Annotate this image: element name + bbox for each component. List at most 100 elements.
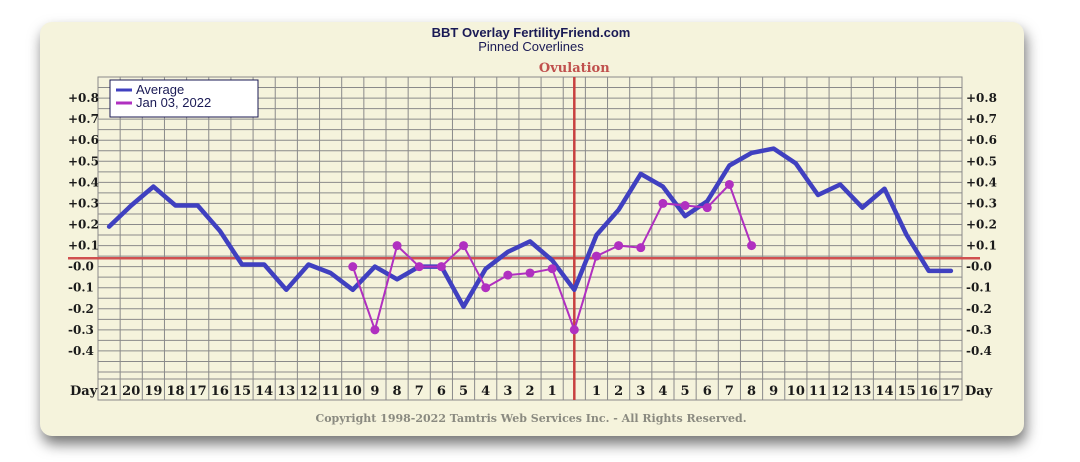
y-tick-right: +0.2 xyxy=(966,218,997,232)
y-tick-left: +0.3 xyxy=(68,196,99,210)
legend-box xyxy=(109,79,259,118)
y-tick-right: -0.4 xyxy=(966,344,992,358)
bbt-overlay-chart: BBT Overlay FertilityFriend.com Pinned C… xyxy=(68,25,997,425)
y-tick-left: +0.1 xyxy=(68,239,99,253)
data-point-jan-03-2022 xyxy=(503,270,513,280)
x-tick-label: 9 xyxy=(370,384,379,399)
x-tick-label: 9 xyxy=(769,384,778,399)
y-tick-right: -0.2 xyxy=(966,302,992,316)
x-tick-label: 16 xyxy=(920,384,938,399)
x-tick-label: 17 xyxy=(189,384,207,399)
x-tick-label: 14 xyxy=(255,384,273,399)
data-point-jan-03-2022 xyxy=(348,262,358,272)
x-tick-label: 4 xyxy=(481,384,490,399)
x-tick-label: 3 xyxy=(636,384,645,399)
y-tick-right: -0.1 xyxy=(966,281,992,295)
y-tick-left: -0.1 xyxy=(68,281,94,295)
x-tick-label: 5 xyxy=(459,384,468,399)
x-tick-label: 18 xyxy=(166,384,184,399)
copyright-notice: Copyright 1998-2022 Tamtris Web Services… xyxy=(315,412,746,425)
plot-frame xyxy=(97,76,963,401)
ovulation-label: Ovulation xyxy=(539,61,610,76)
y-tick-left: -0.4 xyxy=(68,344,94,358)
y-tick-left: +0.6 xyxy=(68,133,99,147)
x-tick-label: 3 xyxy=(503,384,512,399)
data-point-jan-03-2022 xyxy=(547,264,557,274)
data-point-jan-03-2022 xyxy=(481,283,491,293)
y-tick-right: +0.4 xyxy=(966,175,997,189)
x-axis-header-right: Day xyxy=(965,384,993,399)
data-point-jan-03-2022 xyxy=(525,268,535,278)
y-tick-right: +0.1 xyxy=(966,239,997,253)
x-axis-header-left: Day xyxy=(70,384,98,399)
y-tick-right: -0.3 xyxy=(966,323,992,337)
data-point-jan-03-2022 xyxy=(636,243,646,253)
grid xyxy=(97,76,963,401)
legend: Average Jan 03, 2022 xyxy=(109,79,259,118)
chart-title: BBT Overlay FertilityFriend.com xyxy=(432,25,631,40)
x-tick-label: 1 xyxy=(592,384,601,399)
data-point-jan-03-2022 xyxy=(414,262,424,272)
data-point-jan-03-2022 xyxy=(702,203,712,213)
x-tick-label: 5 xyxy=(681,384,690,399)
x-tick-label: 2 xyxy=(614,384,623,399)
y-tick-left: +0.5 xyxy=(68,154,99,168)
x-tick-label: 15 xyxy=(233,384,251,399)
y-tick-left: -0.2 xyxy=(68,302,94,316)
data-point-jan-03-2022 xyxy=(459,241,469,251)
data-point-jan-03-2022 xyxy=(724,179,734,189)
data-point-jan-03-2022 xyxy=(658,198,668,208)
x-tick-label: 19 xyxy=(144,384,162,399)
y-tick-right: +0.5 xyxy=(966,154,997,168)
y-tick-left: +0.7 xyxy=(68,112,99,126)
data-point-jan-03-2022 xyxy=(569,325,579,335)
x-tick-label: 21 xyxy=(100,384,118,399)
legend-label-jan-03-2022: Jan 03, 2022 xyxy=(136,95,211,110)
x-tick-label: 12 xyxy=(299,384,317,399)
y-tick-left: +0.8 xyxy=(68,91,99,105)
x-tick-label: 8 xyxy=(393,384,402,399)
x-tick-label: 13 xyxy=(277,384,295,399)
legend-label-average: Average xyxy=(136,82,184,97)
data-point-jan-03-2022 xyxy=(614,241,624,251)
y-tick-right: -0.0 xyxy=(966,260,992,274)
y-tick-right: +0.3 xyxy=(966,196,997,210)
chart-card: BBT Overlay FertilityFriend.com Pinned C… xyxy=(40,22,1024,436)
x-tick-label: 7 xyxy=(725,384,734,399)
x-tick-label: 15 xyxy=(898,384,916,399)
data-point-jan-03-2022 xyxy=(680,201,690,211)
x-tick-label: 11 xyxy=(322,384,340,399)
x-tick-label: 1 xyxy=(548,384,557,399)
series-line-average xyxy=(106,146,954,309)
y-tick-right: +0.7 xyxy=(966,112,997,126)
y-tick-left: -0.3 xyxy=(68,323,94,337)
data-point-jan-03-2022 xyxy=(436,262,446,272)
data-point-jan-03-2022 xyxy=(747,241,757,251)
x-tick-label: 4 xyxy=(658,384,667,399)
x-tick-label: 17 xyxy=(942,384,960,399)
y-tick-right: +0.8 xyxy=(966,91,997,105)
x-tick-label: 7 xyxy=(415,384,424,399)
data-point-jan-03-2022 xyxy=(370,325,380,335)
x-tick-label: 16 xyxy=(211,384,229,399)
data-point-jan-03-2022 xyxy=(591,251,601,261)
series-lines xyxy=(68,77,980,400)
x-tick-label: 10 xyxy=(787,384,805,399)
x-tick-label: 8 xyxy=(747,384,756,399)
chart-subtitle: Pinned Coverlines xyxy=(478,39,584,54)
x-tick-label: 14 xyxy=(875,384,893,399)
y-tick-left: -0.0 xyxy=(68,260,94,274)
x-tick-label: 10 xyxy=(344,384,362,399)
x-tick-label: 11 xyxy=(809,384,827,399)
data-point-jan-03-2022 xyxy=(392,241,402,251)
x-tick-label: 12 xyxy=(831,384,849,399)
y-tick-left: +0.2 xyxy=(68,218,99,232)
x-tick-label: 6 xyxy=(437,384,446,399)
y-tick-left: +0.4 xyxy=(68,175,99,189)
y-axis-ticks: +0.8 +0.8 +0.7 +0.7 +0.6 +0.6 +0.5 +0.5 +0.4 +0.4… xyxy=(68,91,997,358)
x-tick-label: 13 xyxy=(853,384,871,399)
x-tick-label: 20 xyxy=(122,384,140,399)
x-tick-label: 2 xyxy=(525,384,534,399)
x-tick-label: 6 xyxy=(703,384,712,399)
